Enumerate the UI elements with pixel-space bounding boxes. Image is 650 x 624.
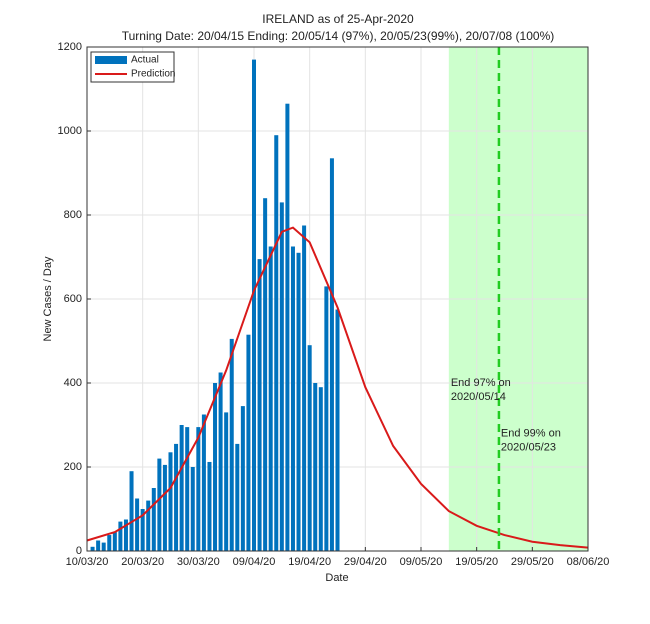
bar: [307, 345, 312, 551]
bar: [146, 500, 151, 551]
y-tick-label: 0: [76, 545, 82, 557]
annotation: End 99% on: [501, 427, 561, 439]
plot-frame: [86, 46, 589, 552]
x-tick-label: 19/05/20: [455, 556, 498, 568]
bar: [118, 521, 123, 551]
y-tick-label: 200: [64, 461, 82, 473]
bar: [140, 509, 145, 551]
chart-subtitle: Turning Date: 20/04/15 Ending: 20/05/14 …: [122, 29, 555, 43]
annotation: 2020/05/14: [451, 391, 506, 403]
bar: [151, 488, 156, 551]
bar: [324, 286, 329, 551]
bar: [279, 202, 284, 551]
bar: [257, 259, 262, 551]
bar: [285, 103, 290, 551]
bar: [335, 309, 340, 551]
y-tick-label: 1000: [58, 125, 82, 137]
x-tick-label: 08/06/20: [567, 556, 610, 568]
bar: [229, 338, 234, 551]
bar: [251, 59, 257, 551]
y-tick-label: 400: [64, 377, 82, 389]
chart-title: IRELAND as of 25-Apr-2020: [262, 12, 414, 26]
bar: [129, 471, 134, 551]
legend-label: Prediction: [131, 69, 175, 80]
y-tick-label: 1200: [58, 41, 82, 53]
bar: [246, 334, 251, 551]
annotation: End 97% on: [451, 377, 511, 389]
bar: [263, 198, 268, 551]
x-tick-label: 29/04/20: [344, 556, 387, 568]
legend-label: Actual: [131, 55, 159, 66]
bar: [190, 467, 195, 551]
x-axis-label: Date: [325, 572, 348, 584]
legend-swatch: [95, 56, 127, 64]
annotation: 2020/05/23: [501, 441, 556, 453]
x-tick-label: 09/05/20: [400, 556, 443, 568]
bar: [162, 464, 167, 551]
bar: [174, 443, 179, 551]
bar: [207, 461, 212, 551]
bar: [196, 427, 201, 551]
bar: [101, 542, 106, 551]
bar: [240, 406, 245, 551]
bar: [123, 519, 128, 551]
y-tick-label: 600: [64, 293, 82, 305]
bar: [268, 246, 273, 551]
bar: [296, 252, 301, 552]
bar: [107, 535, 112, 551]
bar: [201, 414, 206, 551]
x-tick-label: 19/04/20: [288, 556, 331, 568]
bar: [213, 383, 218, 551]
x-tick-label: 30/03/20: [177, 556, 220, 568]
bar: [235, 443, 240, 551]
y-axis-label: New Cases / Day: [42, 256, 54, 341]
bar: [218, 372, 223, 551]
bar: [168, 452, 173, 551]
bar: [290, 246, 295, 551]
x-tick-label: 29/05/20: [511, 556, 554, 568]
bar: [96, 540, 101, 551]
bar: [302, 225, 307, 551]
bar: [274, 135, 279, 551]
bar: [179, 425, 184, 551]
bar: [318, 387, 323, 551]
x-tick-label: 09/04/20: [233, 556, 276, 568]
bar: [112, 532, 117, 551]
bar: [185, 427, 190, 551]
bar: [329, 158, 334, 552]
y-tick-label: 800: [64, 209, 82, 221]
bar: [313, 383, 318, 551]
bar: [90, 546, 95, 551]
bar: [157, 458, 162, 551]
x-tick-label: 10/03/20: [66, 556, 109, 568]
bar: [224, 412, 229, 551]
bar: [135, 498, 140, 551]
x-tick-label: 20/03/20: [121, 556, 164, 568]
